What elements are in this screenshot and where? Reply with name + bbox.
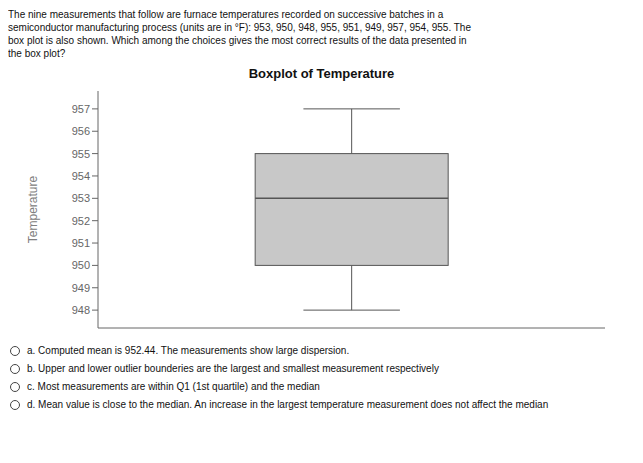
svg-text:951: 951 <box>72 237 90 249</box>
svg-text:954: 954 <box>72 170 90 182</box>
svg-text:950: 950 <box>72 259 90 271</box>
svg-text:956: 956 <box>72 125 90 137</box>
svg-text:949: 949 <box>72 282 90 294</box>
svg-text:957: 957 <box>72 103 90 115</box>
svg-text:953: 953 <box>72 192 90 204</box>
svg-text:Temperature: Temperature <box>26 175 40 243</box>
svg-text:948: 948 <box>72 304 90 316</box>
html-text:Boxplot of Temperature: Boxplot of Temperature <box>248 66 395 81</box>
html-text:c. Most measurements are withi: c. Most measurements are within Q1 (1st … <box>27 381 320 392</box>
html-text:b. Upper and lower outlier bou: b. Upper and lower outlier bounderies ar… <box>27 363 439 374</box>
html-text:The nine measurements that fol: The nine measurements that follow are fu… <box>8 9 471 59</box>
html-text:a. Computed mean is 952.44. Th: a. Computed mean is 952.44. The measurem… <box>27 345 350 356</box>
svg-text:952: 952 <box>72 215 90 227</box>
html-text:d. Mean value is close to the: d. Mean value is close to the median. An… <box>27 399 549 410</box>
svg-text:955: 955 <box>72 148 90 160</box>
